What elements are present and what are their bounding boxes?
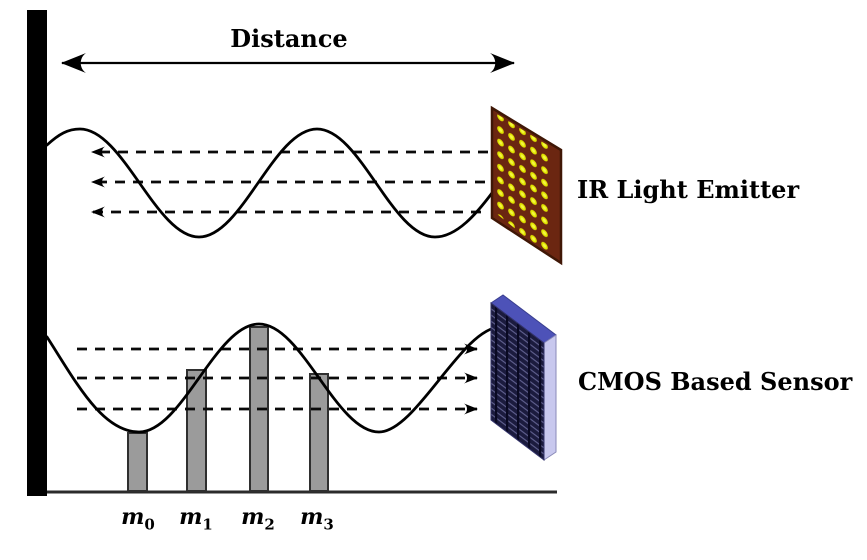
sample-label-m2-base: m: [241, 504, 265, 530]
reflected-rays: [77, 343, 478, 415]
sample-bar-m1: [186, 369, 207, 492]
emitter-led-array: [497, 114, 549, 256]
sensor-panel: [490, 294, 557, 462]
sample-label-m0-base: m: [121, 504, 145, 530]
sample-label-m2-sub: 2: [264, 515, 275, 534]
sample-label-m3-sub: 3: [323, 515, 334, 534]
sample-label-m0: m0: [121, 504, 155, 534]
emitted-wave: [45, 127, 494, 239]
sample-label-m1-sub: 1: [202, 515, 213, 534]
sample-label-m1-base: m: [179, 504, 203, 530]
sensor-label: CMOS Based Sensor: [578, 367, 853, 396]
sample-bar-m3: [309, 373, 329, 492]
sensor-panel-side: [543, 334, 557, 461]
emitter-label: IR Light Emitter: [577, 175, 800, 204]
reflected-wave: [45, 322, 502, 434]
sample-bar-m0: [127, 432, 148, 492]
distance-label: Distance: [230, 24, 348, 53]
emitter-panel: [490, 105, 563, 266]
sample-label-m3-base: m: [300, 504, 324, 530]
sensor-panel-face: [490, 301, 545, 462]
target-wall: [27, 10, 47, 496]
sample-bars: [127, 326, 329, 492]
sample-label-m0-sub: 0: [144, 515, 155, 534]
sample-label-m3: m3: [300, 504, 334, 534]
emitted-rays: [91, 146, 488, 218]
sample-label-m2: m2: [241, 504, 275, 534]
sample-label-m1: m1: [179, 504, 213, 534]
